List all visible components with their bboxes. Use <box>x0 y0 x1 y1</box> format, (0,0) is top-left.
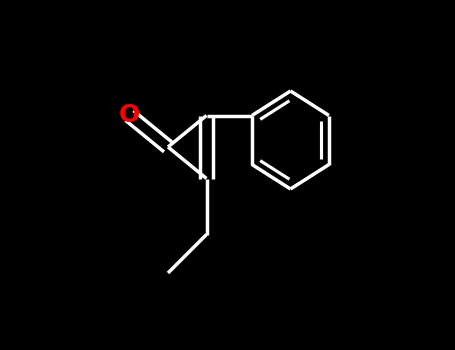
Text: O: O <box>119 104 140 127</box>
